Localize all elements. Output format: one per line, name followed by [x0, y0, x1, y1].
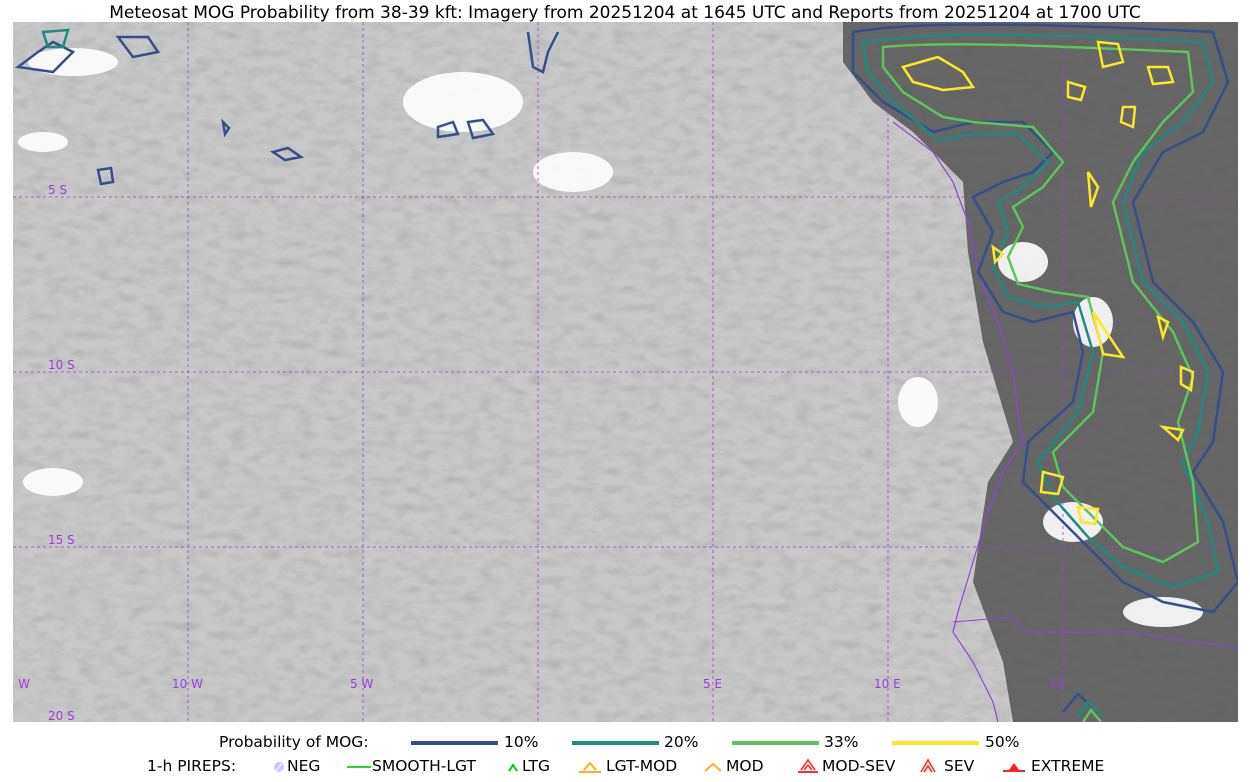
- legend-label-10: 10%: [504, 733, 539, 751]
- probability-legend: Probability of MOG: 10% 20% 33% 50%: [0, 733, 1250, 753]
- pirep-label-mod: MOD: [726, 757, 764, 775]
- lon-label: 15 W: [13, 677, 30, 691]
- border-line: [952, 616, 1238, 648]
- legend-label-33: 33%: [824, 733, 859, 751]
- map-title: Meteosat MOG Probability from 38-39 kft:…: [109, 3, 1141, 23]
- lon-label: 5 W: [350, 677, 373, 691]
- pirep-label-lgt-mod: LGT-MOD: [606, 757, 678, 775]
- pirep-label-ltg: LTG: [522, 757, 550, 775]
- smooth-line-icon: [347, 766, 371, 768]
- legend-swatch-20: [572, 741, 659, 745]
- lon-label: 10 W: [172, 677, 203, 691]
- lon-label: 10 E: [874, 677, 901, 691]
- lat-label: 15 S: [48, 533, 75, 547]
- lgt-mod-caret-bar-icon: [579, 761, 601, 773]
- pirep-label-sev: SEV: [944, 757, 975, 775]
- lat-label: 10 S: [48, 358, 75, 372]
- coastline: [892, 121, 1024, 722]
- satellite-map: 15 W 10 W 5 W 5 E 10 E 15 5 S 10 S 15 S …: [13, 22, 1238, 722]
- legend-swatch-33: [732, 741, 819, 745]
- lat-label: 5 S: [48, 183, 67, 197]
- pirep-label-mod-sev: MOD-SEV: [822, 757, 896, 775]
- ltg-caret-icon: [508, 763, 518, 772]
- lat-label: 20 S: [48, 709, 75, 722]
- legend-label-50: 50%: [985, 733, 1020, 751]
- mod-caret-icon: [704, 762, 722, 772]
- longitude-labels: 15 W 10 W 5 W 5 E 10 E 15: [13, 677, 1064, 691]
- extreme-triangle-icon: [1003, 763, 1025, 772]
- pirep-label-neg: NEG: [287, 757, 321, 775]
- legend-swatch-50: [892, 741, 979, 745]
- latitude-labels: 5 S 10 S 15 S 20 S: [48, 183, 75, 722]
- sev-double-caret-icon: [920, 758, 936, 773]
- lon-label: 15: [1049, 677, 1064, 691]
- pirep-label-extreme: EXTREME: [1031, 757, 1105, 775]
- legend-swatch-10: [411, 741, 498, 745]
- mod-sev-icon: [798, 758, 818, 773]
- pireps-legend-label: 1-h PIREPS:: [147, 757, 237, 775]
- probability-legend-label: Probability of MOG:: [219, 733, 369, 751]
- mog-contours: [14, 23, 1238, 722]
- neg-circle-icon: [274, 761, 284, 773]
- pirep-label-smooth-lgt: SMOOTH-LGT: [372, 757, 476, 775]
- legend-label-20: 20%: [664, 733, 699, 751]
- graticule: [13, 22, 1238, 722]
- pireps-legend: 1-h PIREPS: NEG SMOOTH-LGT LTG LGT-MOD M…: [0, 757, 1250, 777]
- lon-label: 5 E: [703, 677, 722, 691]
